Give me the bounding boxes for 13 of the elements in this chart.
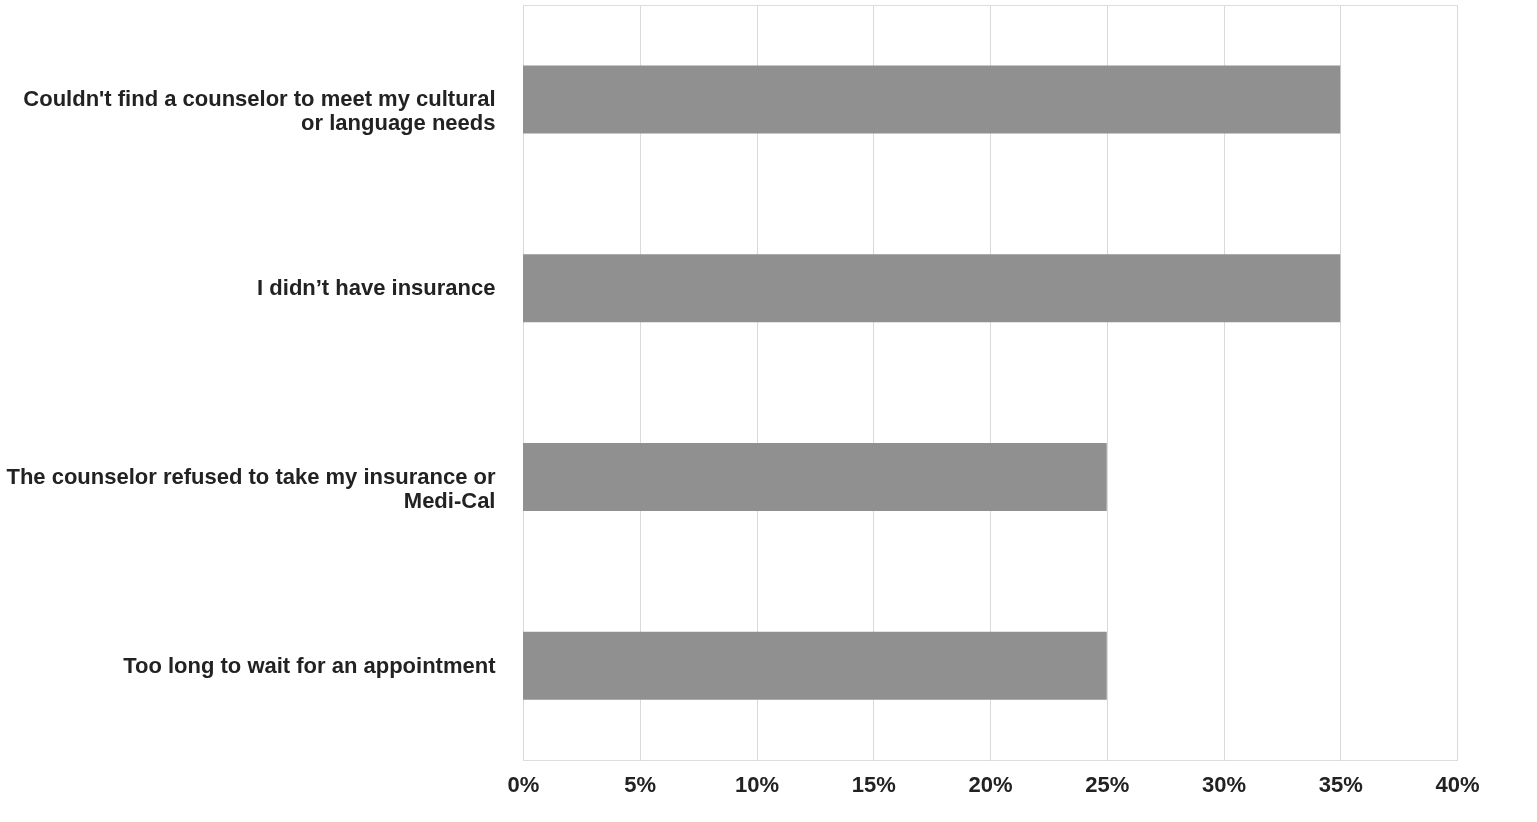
- x-tick-label: 30%: [1201, 771, 1247, 797]
- x-tick-label: 5%: [624, 771, 657, 797]
- x-tick-label: 40%: [1435, 771, 1480, 797]
- x-tick-label: 10%: [734, 771, 780, 797]
- x-tick-label: 0%: [507, 771, 540, 797]
- y-tick-label: Too long to wait for an appointment: [123, 652, 497, 678]
- y-tick-label: The counselor refused to take my insurance or Medi-Cal: [6, 463, 496, 513]
- y-tick-label: I didn’t have insurance: [257, 275, 496, 301]
- x-tick-label: 20%: [968, 771, 1013, 797]
- x-tick-label: 15%: [851, 771, 896, 797]
- y-tick-label: Couldn't find a counselor to meet my cultural or language needs: [23, 86, 496, 136]
- x-tick-label: 25%: [1085, 771, 1130, 797]
- x-tick-label: 35%: [1318, 771, 1363, 797]
